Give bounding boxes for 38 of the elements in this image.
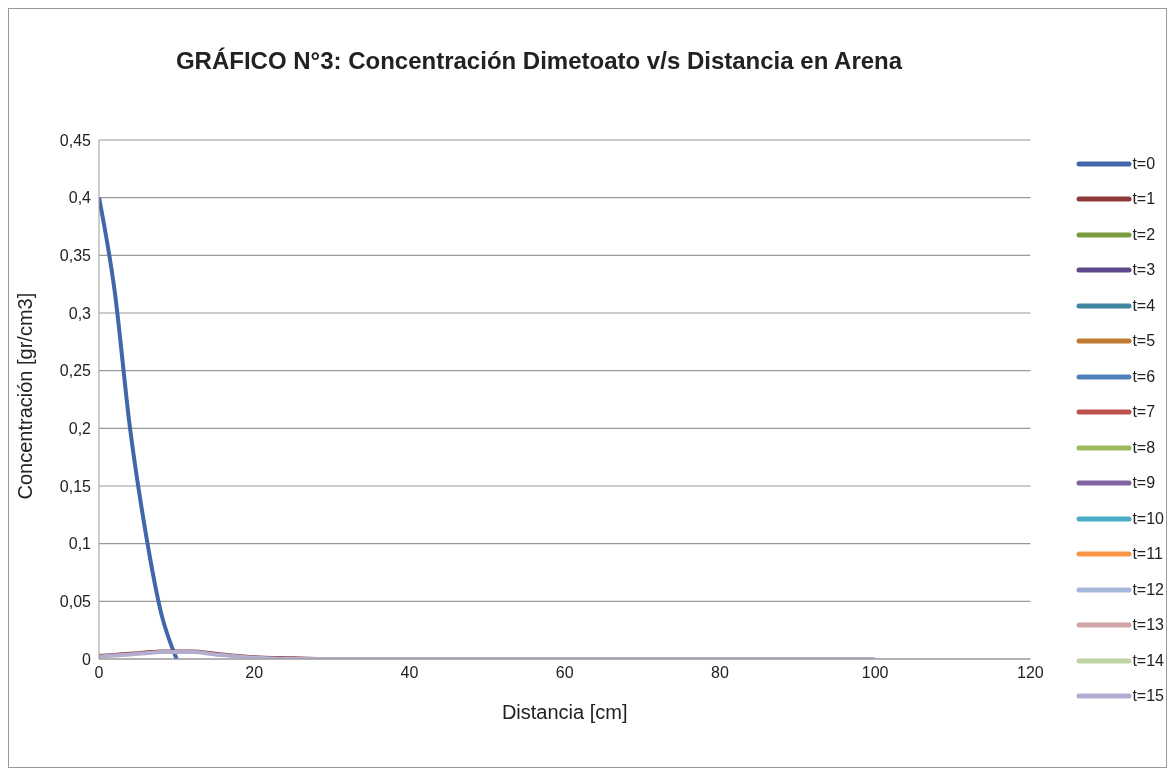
chart-title: GRÁFICO N°3: Concentración Dimetoato v/s Distancia en Arena bbox=[174, 47, 904, 75]
legend-label: t=11 bbox=[1132, 545, 1163, 564]
legend-label: t=9 bbox=[1132, 474, 1156, 493]
legend-label: t=4 bbox=[1132, 296, 1156, 315]
y-tick-label: 0,2 bbox=[68, 420, 92, 438]
legend-label: t=15 bbox=[1132, 687, 1164, 706]
y-tick-label: 0,05 bbox=[59, 593, 92, 611]
legend-label: t=2 bbox=[1132, 225, 1156, 244]
line-series bbox=[99, 195, 179, 659]
legend-label: t=12 bbox=[1132, 580, 1164, 599]
legend-label: t=1 bbox=[1132, 190, 1156, 209]
y-tick-label: 0,15 bbox=[59, 477, 92, 495]
y-tick-label: 0,35 bbox=[59, 247, 92, 265]
line-series bbox=[99, 650, 878, 659]
y-tick-label: 0,25 bbox=[59, 362, 92, 380]
x-axis-title: Distancia [cm] bbox=[501, 701, 628, 723]
x-tick-label: 80 bbox=[711, 664, 729, 682]
y-axis-title: Concentración [gr/cm3] bbox=[14, 292, 37, 500]
y-tick-label: 0 bbox=[82, 650, 92, 668]
x-tick-label: 120 bbox=[1017, 664, 1044, 682]
legend-label: t=7 bbox=[1132, 403, 1156, 422]
legend-label: t=5 bbox=[1132, 332, 1156, 351]
y-tick-label: 0,45 bbox=[59, 131, 92, 149]
legend-label: t=14 bbox=[1132, 651, 1164, 670]
legend-label: t=13 bbox=[1132, 616, 1164, 635]
legend-label: t=0 bbox=[1132, 154, 1156, 173]
legend-label: t=8 bbox=[1132, 438, 1156, 457]
x-tick-label: 100 bbox=[861, 664, 889, 682]
legend-label: t=6 bbox=[1132, 367, 1156, 386]
y-tick-label: 0,3 bbox=[68, 304, 92, 322]
legend-label: t=10 bbox=[1132, 509, 1164, 528]
y-tick-label: 0,4 bbox=[68, 189, 92, 207]
x-tick-label: 20 bbox=[245, 664, 264, 682]
x-tick-label: 60 bbox=[555, 664, 574, 682]
x-tick-label: 40 bbox=[400, 664, 419, 682]
x-tick-label: 0 bbox=[94, 664, 104, 682]
y-tick-label: 0,1 bbox=[68, 535, 92, 553]
legend-label: t=3 bbox=[1132, 261, 1156, 280]
